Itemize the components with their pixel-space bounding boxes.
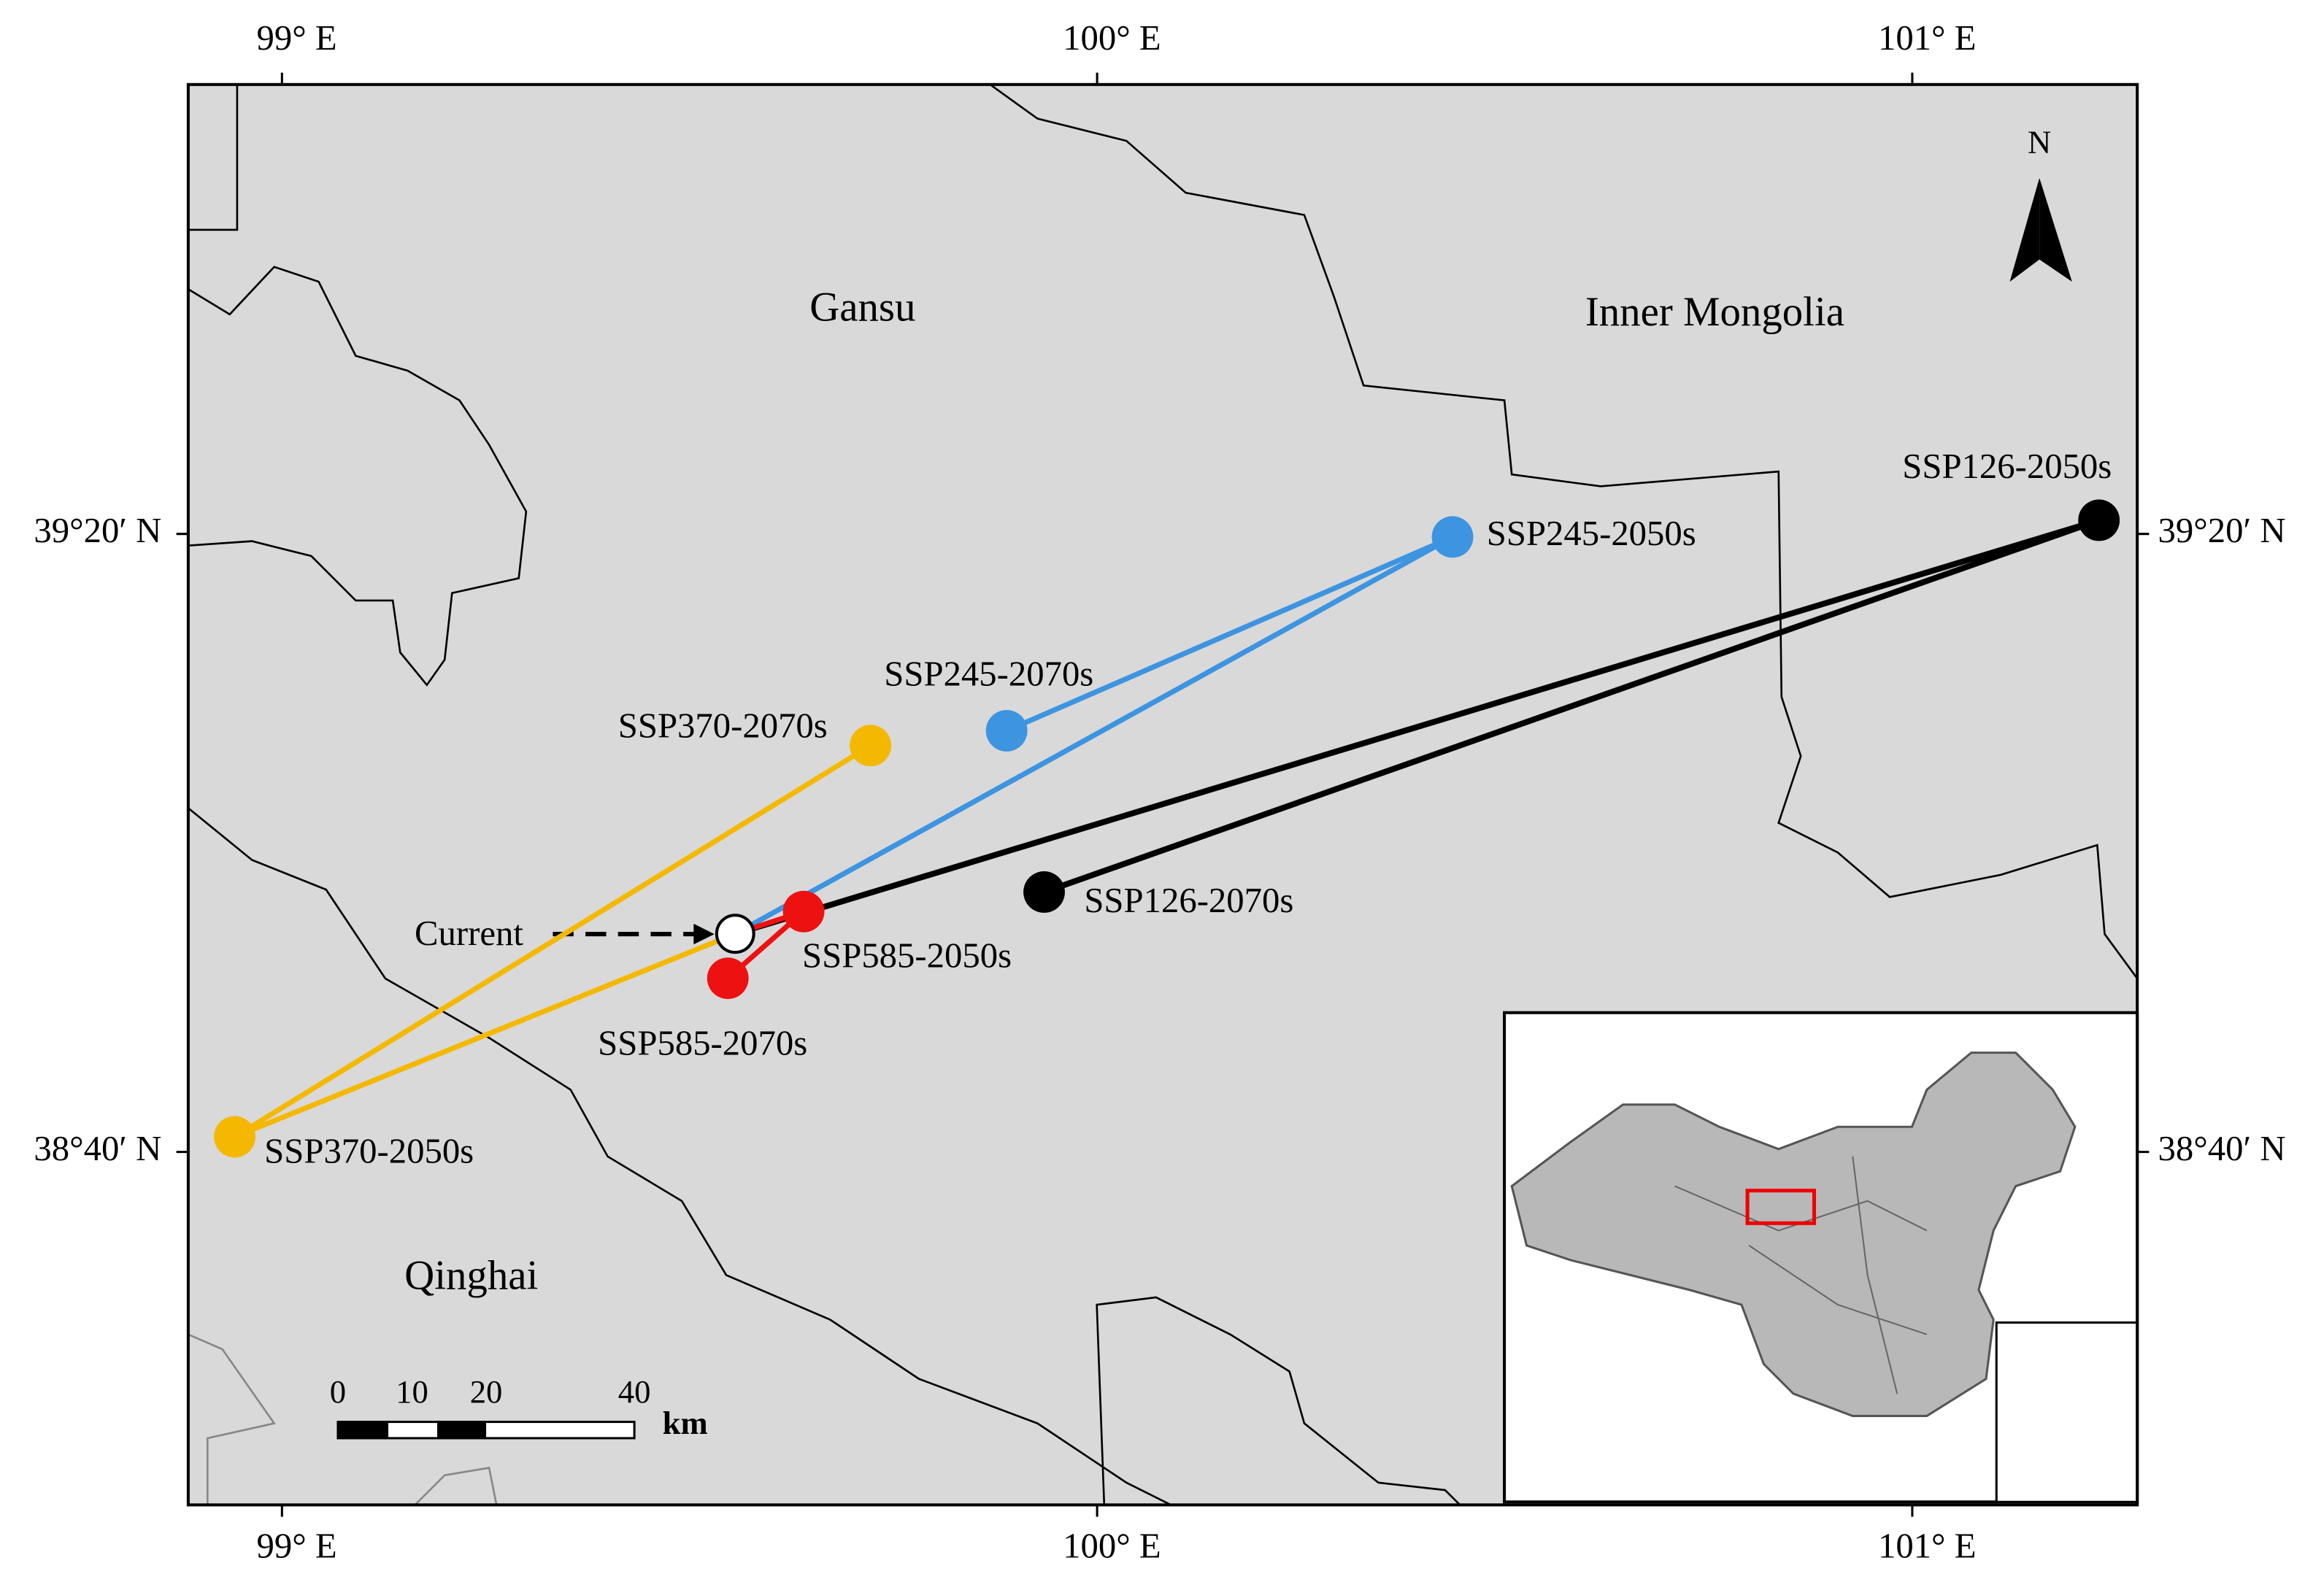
point-label: SSP585-2070s bbox=[598, 1023, 807, 1062]
centroid bbox=[850, 725, 892, 767]
scale-tick-label: 40 bbox=[618, 1373, 651, 1410]
track-line bbox=[734, 534, 1454, 936]
scale-unit: km bbox=[663, 1405, 708, 1441]
region-label: Qinghai bbox=[404, 1253, 538, 1299]
x-tick-label: 99° E bbox=[257, 18, 337, 58]
y-tick-label: 39°20′ N bbox=[34, 511, 161, 550]
centroid bbox=[782, 890, 825, 933]
point-label: SSP370-2050s bbox=[264, 1131, 474, 1170]
region-label: Inner Mongolia bbox=[1585, 289, 1844, 335]
inset-map bbox=[1503, 1011, 2139, 1504]
point-label: SSP126-2050s bbox=[1902, 447, 2112, 486]
track-line bbox=[234, 931, 736, 1140]
current-arrow bbox=[553, 923, 715, 945]
point-label: SSP585-2050s bbox=[802, 935, 1012, 975]
track-line bbox=[734, 517, 2100, 937]
centroid bbox=[707, 957, 749, 1000]
scale-tick-label: 10 bbox=[396, 1373, 428, 1410]
point-label: SSP126-2070s bbox=[1084, 881, 1293, 920]
point-label: Current bbox=[415, 914, 523, 953]
scale-tick-label: 0 bbox=[330, 1373, 346, 1410]
centroid bbox=[985, 709, 1028, 752]
x-tick-label: 101° E bbox=[1878, 1526, 1977, 1565]
centroid bbox=[1023, 871, 1065, 913]
point-label: SSP370-2070s bbox=[618, 706, 828, 746]
scale-bar bbox=[336, 1421, 636, 1440]
x-tick-label: 99° E bbox=[257, 1526, 337, 1565]
north-label: N bbox=[2028, 123, 2051, 160]
boundaries bbox=[188, 83, 2139, 1506]
y-tick-label: 38°40′ N bbox=[2158, 1129, 2286, 1168]
x-tick-label: 101° E bbox=[1878, 18, 1977, 58]
centroid bbox=[715, 914, 755, 954]
track-line bbox=[233, 743, 872, 1139]
point-label: SSP245-2050s bbox=[1487, 514, 1696, 553]
x-tick-label: 100° E bbox=[1063, 18, 1161, 58]
centroid bbox=[214, 1116, 255, 1158]
map-frame bbox=[186, 82, 2139, 1507]
track-line bbox=[1005, 534, 1454, 733]
region-label: Gansu bbox=[809, 285, 915, 331]
centroid bbox=[2078, 499, 2120, 541]
point-label: SSP245-2070s bbox=[884, 654, 1093, 693]
y-tick-label: 39°20′ N bbox=[2158, 511, 2286, 550]
centroid bbox=[1431, 516, 1474, 558]
x-tick-label: 100° E bbox=[1063, 1526, 1161, 1565]
scale-tick-label: 20 bbox=[470, 1373, 503, 1410]
track-line bbox=[1043, 517, 2101, 895]
y-tick-label: 38°40′ N bbox=[34, 1129, 161, 1168]
